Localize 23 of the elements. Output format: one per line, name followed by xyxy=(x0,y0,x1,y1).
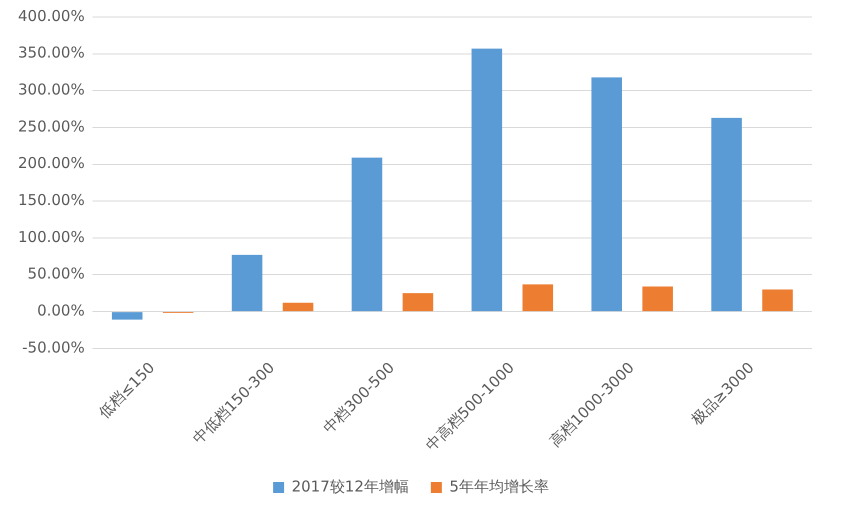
y-tick-label: 200.00% xyxy=(18,154,85,172)
bar xyxy=(642,286,673,312)
bar xyxy=(472,48,502,312)
legend-label: 2017较12年增幅 xyxy=(292,477,409,496)
bar xyxy=(282,302,314,312)
y-tick-label: 50.00% xyxy=(28,264,85,283)
y-tick-label: 150.00% xyxy=(18,190,85,209)
bar xyxy=(232,254,262,312)
y-tick-label: 400.00% xyxy=(18,6,85,25)
y-tick-label: 0.00% xyxy=(37,301,85,320)
y-tick-label: 350.00% xyxy=(18,44,85,62)
bar xyxy=(711,118,742,312)
y-tick-label: -50.00% xyxy=(22,338,85,356)
bar xyxy=(591,77,622,312)
legend-label: 5年年均增长率 xyxy=(449,477,549,496)
y-tick-label: 300.00% xyxy=(18,80,85,99)
bar xyxy=(402,293,434,312)
bar xyxy=(352,158,382,312)
bar xyxy=(762,289,793,312)
bar xyxy=(112,312,142,320)
y-tick-label: 100.00% xyxy=(18,228,85,246)
y-tick-label: 250.00% xyxy=(18,117,85,136)
bar xyxy=(522,284,554,312)
